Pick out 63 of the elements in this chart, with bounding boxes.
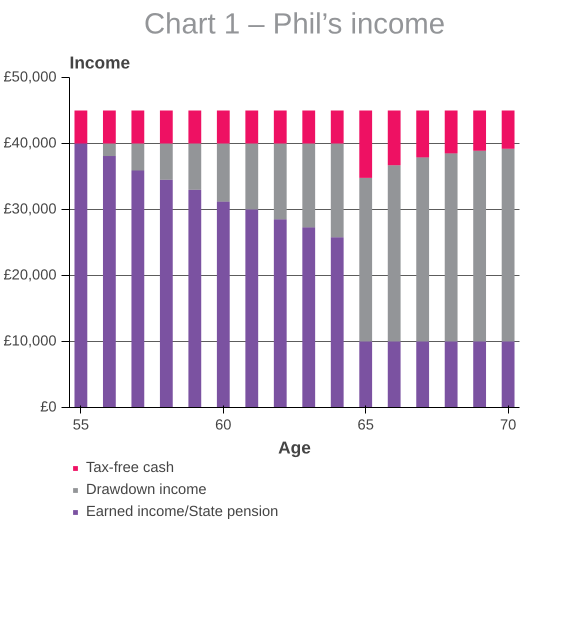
bar xyxy=(359,342,372,408)
bar xyxy=(473,342,486,408)
bar xyxy=(160,180,173,408)
bar xyxy=(74,110,88,144)
x-axis-title: Age xyxy=(278,438,312,458)
bar xyxy=(416,342,430,408)
bar xyxy=(444,153,458,342)
bar xyxy=(444,342,458,408)
chart-title: Chart 1 – Phil’s income xyxy=(144,8,446,40)
bar xyxy=(188,110,202,144)
legend-label: Tax-free cash xyxy=(86,460,174,476)
bar xyxy=(188,144,202,190)
bar xyxy=(302,144,316,228)
x-tick-label: 70 xyxy=(500,418,516,434)
bar xyxy=(216,202,230,408)
bar xyxy=(216,144,230,202)
bar xyxy=(330,237,344,408)
legend-label: Earned income/State pension xyxy=(86,504,278,520)
bar xyxy=(502,148,515,342)
bar xyxy=(302,227,316,408)
bar xyxy=(131,144,144,171)
y-tick-label: £0 xyxy=(40,400,57,416)
y-tick-label: £50,000 xyxy=(4,70,57,86)
bar xyxy=(245,210,258,408)
x-tick-label: 65 xyxy=(358,418,374,434)
bar xyxy=(388,110,401,166)
bar xyxy=(74,144,88,408)
y-tick-label: £40,000 xyxy=(4,136,57,152)
y-tick-label: £10,000 xyxy=(4,334,57,350)
x-tick-label: 60 xyxy=(215,418,232,434)
bar xyxy=(245,144,258,210)
bar xyxy=(102,144,116,156)
bar xyxy=(416,157,430,342)
bar xyxy=(502,110,515,149)
bar xyxy=(359,110,372,178)
bar xyxy=(160,144,173,180)
bar xyxy=(330,110,344,144)
bar xyxy=(388,342,401,408)
bar xyxy=(388,165,401,342)
bar xyxy=(188,190,202,408)
y-tick-label: £20,000 xyxy=(4,268,57,284)
bar xyxy=(416,110,430,158)
bar xyxy=(359,178,372,342)
legend-label: Drawdown income xyxy=(86,482,207,498)
bar xyxy=(216,110,230,144)
bar xyxy=(160,110,173,144)
bar xyxy=(302,110,316,144)
y-tick-label: £30,000 xyxy=(4,202,57,218)
y-axis-title: Income xyxy=(70,52,131,72)
bar xyxy=(131,110,144,144)
bar xyxy=(473,110,486,151)
bar xyxy=(330,144,344,238)
bar xyxy=(102,156,116,408)
bar xyxy=(473,150,486,342)
bar xyxy=(245,110,258,144)
bar xyxy=(444,110,458,154)
x-tick-label: 55 xyxy=(72,418,90,434)
bar xyxy=(274,144,287,220)
bar xyxy=(274,219,287,408)
bar xyxy=(102,110,116,144)
bar xyxy=(274,110,287,144)
bar xyxy=(502,342,515,408)
bar xyxy=(131,170,144,408)
